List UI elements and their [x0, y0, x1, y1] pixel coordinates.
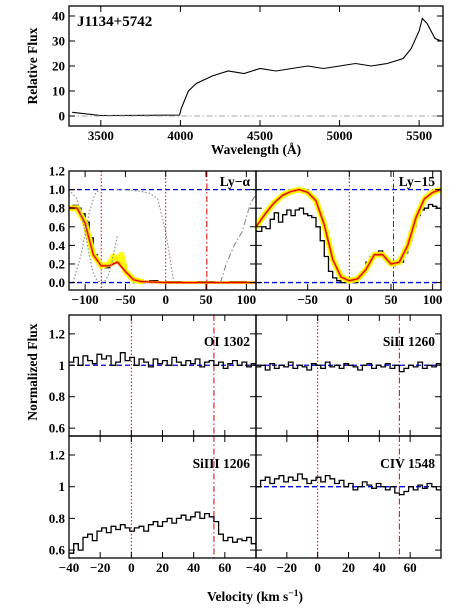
- flux-plot-area: [69, 17, 443, 117]
- siiii-ytick-label: 1.2: [49, 448, 65, 463]
- oi-ytick-label: 1: [59, 358, 66, 373]
- ly15-xtick-label: 0: [346, 292, 353, 307]
- siiii-ytick-label: 0.6: [49, 543, 66, 558]
- lya-ytick-label: 0.0: [49, 275, 65, 290]
- lya-series-4-line: [69, 189, 118, 284]
- siiii-1206-panel: −40 −20 0 20 40 60 0.6 0.8 1 1.2 SiIII 1206: [49, 435, 257, 575]
- siiii-xtick-label: 0: [128, 560, 135, 575]
- lya-series-0-steps: [69, 204, 256, 284]
- siiii-ytick-label: 1: [59, 479, 66, 494]
- flux-ylabel: Relative Flux: [25, 27, 40, 104]
- siiii-plot-area: [69, 436, 256, 558]
- flux-ytick-label: 40: [52, 9, 65, 24]
- civ-frame: [255, 435, 442, 559]
- flux-ytick-label: 20: [52, 59, 65, 74]
- oi-plot-area: [69, 315, 256, 436]
- sii-plot-area: [256, 315, 441, 436]
- velocity-xlabel-sup: −1: [288, 589, 298, 599]
- ly15-series-0-steps: [256, 203, 441, 284]
- civ-series-0-steps: [256, 473, 441, 496]
- ly15-series-3-line: [256, 189, 441, 282]
- lya-plot-area: [69, 171, 256, 290]
- lya-ytick-label: 0.4: [49, 238, 66, 253]
- oi-ytick-label: 1.2: [49, 326, 65, 341]
- lya-series-7-line: [219, 193, 256, 283]
- siiii-series-0-steps: [69, 511, 256, 554]
- lya-xtick-label: 100: [237, 292, 257, 307]
- lya-ion-label: Ly−α: [220, 174, 251, 189]
- lya-ytick-label: 0.8: [49, 201, 66, 216]
- oi-ytick-label: 0.8: [49, 389, 66, 404]
- ly15-panel: −50 0 50 100 Ly−15: [255, 170, 443, 307]
- lya-series-3-line: [69, 206, 256, 284]
- civ-xtick-label: 40: [373, 560, 386, 575]
- siiii-xtick-label: −40: [59, 560, 79, 575]
- lya-ytick-label: 0.6: [49, 219, 66, 234]
- ly15-ion-label: Ly−15: [399, 174, 435, 189]
- normalized-flux-ylabel: Normalized Flux: [25, 323, 40, 420]
- civ-xtick-label: 60: [404, 560, 417, 575]
- siiii-ytick-label: 0.8: [49, 511, 66, 526]
- lya-series-1-band: [69, 205, 145, 285]
- flux-xtick-label: 4000: [167, 128, 193, 143]
- civ-ion-label: CIV 1548: [380, 456, 435, 471]
- ly15-xtick-label: 50: [385, 292, 398, 307]
- sii-ion-label: SiII 1260: [383, 334, 435, 349]
- oi-series-0-steps: [69, 352, 256, 370]
- civ-plot-area: [256, 436, 441, 558]
- flux-ytick-label: 0: [59, 109, 66, 124]
- chart-title: J1134+5742: [77, 14, 152, 30]
- flux-ytick-label: 10: [52, 84, 65, 99]
- civ-xtick-label: −40: [246, 560, 266, 575]
- ly15-xtick-label: −50: [297, 292, 317, 307]
- ly15-plot-area: [256, 171, 441, 290]
- velocity-xlabel: Velocity (km s−1): [207, 589, 303, 604]
- siiii-xtick-label: 40: [187, 560, 200, 575]
- flux-xtick-label: 4500: [247, 128, 273, 143]
- oi-ytick-label: 0.6: [49, 421, 66, 436]
- ly15-frame: [255, 170, 442, 291]
- siiii-ion-label: SiIII 1206: [193, 456, 251, 471]
- lya-ytick-label: 1.2: [49, 164, 65, 179]
- lya-ytick-label: 1.0: [49, 182, 65, 197]
- ly15-xtick-label: 100: [423, 292, 443, 307]
- oi-1302-panel: 0.6 0.8 1 1.2 OI 1302: [49, 314, 257, 437]
- lya-panel: −100 −50 0 50 100 0.0 0.2 0.4 0.6 0.8 1.0 1.2 Ly−α: [49, 164, 257, 307]
- oi-ion-label: OI 1302: [204, 334, 250, 349]
- lya-xtick-label: −100: [72, 292, 99, 307]
- flux-xlabel: Wavelength (Å): [211, 142, 301, 157]
- sii-series-0-steps: [256, 361, 441, 373]
- civ-1548-panel: −40 −20 0 20 40 60 CIV 1548: [246, 435, 442, 575]
- flux-series-0-line: [72, 17, 442, 117]
- civ-xtick-label: 20: [342, 560, 355, 575]
- flux-panel: 3500 4000 4500 5000 5500 0 10 20 30 40 J1134+5742 W…: [25, 5, 444, 157]
- siiii-xtick-label: −20: [90, 560, 110, 575]
- flux-xtick-label: 3500: [88, 128, 114, 143]
- siiii-xtick-label: 20: [156, 560, 169, 575]
- lya-series-5-line: [117, 189, 175, 283]
- velocity-xlabel-end: ): [298, 589, 303, 604]
- civ-xtick-label: −20: [277, 560, 297, 575]
- civ-xtick-label: 0: [314, 560, 321, 575]
- lya-xtick-label: −50: [115, 292, 135, 307]
- sii-1260-panel: SiII 1260: [255, 314, 442, 437]
- lya-xtick-label: 0: [162, 292, 169, 307]
- lya-ytick-label: 0.2: [49, 256, 65, 271]
- velocity-xlabel-main: Velocity (km s: [207, 589, 288, 604]
- ly15-series-1-band: [256, 186, 441, 284]
- siiii-xtick-label: 60: [218, 560, 231, 575]
- flux-ytick-label: 30: [52, 34, 65, 49]
- flux-xtick-label: 5500: [406, 128, 432, 143]
- flux-xtick-label: 5000: [327, 128, 353, 143]
- lya-xtick-label: 50: [200, 292, 213, 307]
